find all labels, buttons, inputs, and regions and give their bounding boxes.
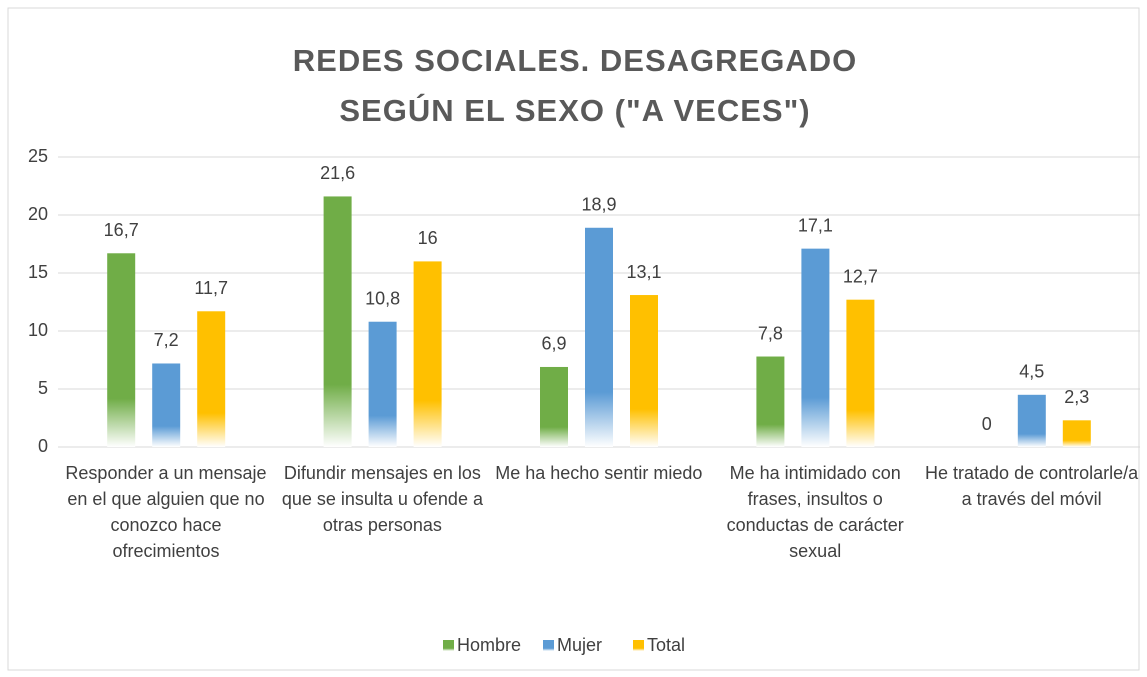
bar	[756, 356, 785, 447]
bar	[368, 321, 397, 447]
bar	[585, 227, 613, 447]
data-label: 16	[418, 228, 438, 248]
legend-label: Hombre	[457, 635, 521, 655]
bar	[1017, 394, 1046, 447]
legend-label: Mujer	[557, 635, 602, 655]
y-tick-label: 0	[38, 436, 48, 456]
legend-label: Total	[647, 635, 685, 655]
data-label: 17,1	[798, 215, 833, 235]
x-tick-label: Responder a un mensaje en el que alguien…	[65, 463, 267, 561]
bar	[152, 363, 181, 447]
chart-border	[7, 7, 1140, 671]
data-label: 21,6	[320, 163, 355, 183]
data-label: 7,8	[758, 323, 783, 343]
data-label: 2,3	[1064, 387, 1089, 407]
x-tick-label: He tratado de controlarle/a a través del…	[925, 463, 1139, 509]
legend-swatch	[443, 640, 454, 651]
data-label: 10,8	[365, 288, 400, 308]
data-label: 6,9	[541, 334, 566, 354]
chart-title: REDES SOCIALES. DESAGREGADO SEGÚN EL SEX…	[292, 43, 858, 128]
x-tick-label: Me ha hecho sentir miedo	[495, 463, 703, 483]
y-tick-label: 15	[28, 262, 48, 282]
data-label: 7,2	[154, 330, 179, 350]
data-label: 16,7	[104, 220, 139, 240]
bar	[107, 253, 136, 447]
bar	[323, 196, 352, 447]
data-label: 4,5	[1019, 362, 1044, 382]
legend-swatch	[543, 640, 554, 651]
data-label: 13,1	[626, 262, 661, 282]
y-tick-label: 20	[28, 204, 48, 224]
data-label: 12,7	[843, 266, 878, 286]
data-label: 11,7	[194, 278, 228, 298]
legend-swatch	[633, 640, 644, 651]
data-label: 0	[982, 414, 992, 434]
bar	[413, 261, 442, 447]
bar	[540, 366, 568, 447]
y-tick-label: 5	[38, 378, 48, 398]
bar	[197, 311, 226, 447]
bar	[630, 295, 658, 447]
x-tick-label: Difundir mensajes en los que se insulta …	[281, 463, 483, 535]
data-label: 18,9	[581, 195, 616, 215]
bar	[846, 299, 875, 447]
bar	[1062, 420, 1091, 447]
x-tick-label: Me ha intimidado con frases, insultos o …	[726, 463, 904, 561]
y-tick-label: 25	[28, 146, 48, 166]
bar	[801, 248, 830, 447]
y-tick-label: 10	[28, 320, 48, 340]
